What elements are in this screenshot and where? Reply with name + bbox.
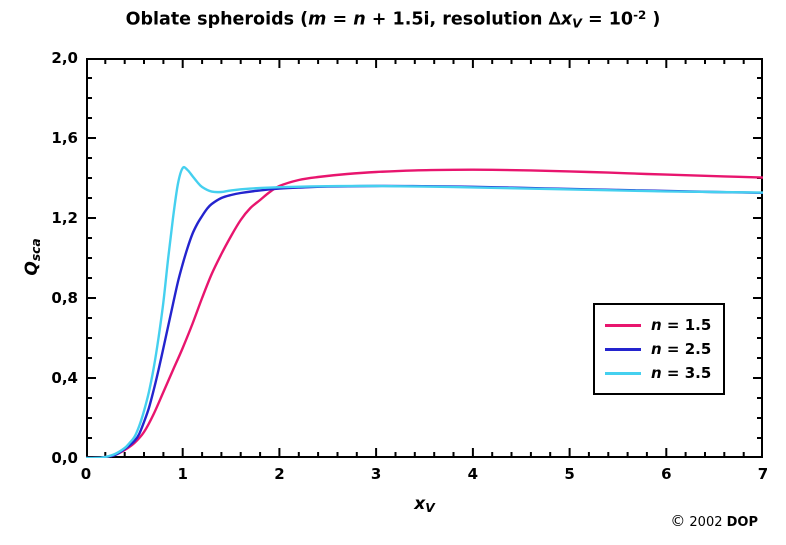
text-segment: x bbox=[414, 494, 426, 514]
y-tick-label: 0,4 bbox=[51, 369, 78, 387]
series-line-1 bbox=[86, 168, 763, 458]
legend: n = 1.5 n = 2.5 n = 3.5 bbox=[593, 303, 726, 395]
text-segment: + 1.5i, resolution ∆ bbox=[365, 9, 561, 30]
chart-title: Oblate spheroids (m = n + 1.5i, resoluti… bbox=[0, 8, 786, 30]
text-segment: = 3.5 bbox=[661, 364, 712, 382]
legend-line-swatch bbox=[605, 347, 641, 351]
x-tick-label: 5 bbox=[564, 465, 575, 483]
text-segment: x bbox=[560, 9, 573, 30]
text-segment: n bbox=[353, 9, 366, 30]
y-tick-label: 2,0 bbox=[51, 49, 78, 67]
text-segment: ) bbox=[646, 9, 661, 30]
text-segment: = 10 bbox=[581, 9, 634, 30]
text-segment: = bbox=[326, 9, 354, 30]
plot-frame bbox=[86, 58, 763, 458]
legend-line-swatch bbox=[605, 371, 641, 375]
legend-label: n = 2.5 bbox=[651, 340, 711, 358]
text-segment: sca bbox=[29, 238, 44, 262]
legend-item: n = 3.5 bbox=[605, 361, 711, 385]
text-segment: n bbox=[651, 364, 662, 382]
y-tick-label: 1,6 bbox=[51, 129, 78, 147]
text-segment: = 2.5 bbox=[661, 340, 712, 358]
legend-line-swatch bbox=[605, 323, 641, 327]
copyright: © 2002 DOP bbox=[670, 512, 758, 530]
legend-item: n = 1.5 bbox=[605, 313, 711, 337]
series-line-3 bbox=[86, 165, 763, 458]
x-axis-label: xV bbox=[86, 494, 763, 515]
x-tick-label: 7 bbox=[757, 465, 769, 483]
legend-item: n = 2.5 bbox=[605, 337, 711, 361]
text-segment: © bbox=[670, 512, 686, 530]
x-tick-label: 4 bbox=[467, 465, 479, 483]
x-tick-label: 3 bbox=[370, 465, 382, 483]
y-tick-label: 0,0 bbox=[51, 449, 78, 467]
text-segment: -2 bbox=[633, 8, 647, 22]
x-tick-label: 1 bbox=[177, 465, 188, 483]
text-segment: m bbox=[308, 9, 327, 30]
text-segment: n bbox=[651, 316, 662, 334]
text-segment: = 1.5 bbox=[661, 316, 712, 334]
legend-label: n = 1.5 bbox=[651, 316, 711, 334]
text-segment: V bbox=[572, 15, 582, 31]
text-segment: DOP bbox=[726, 515, 758, 530]
x-tick-label: 2 bbox=[274, 465, 285, 483]
plot-svg bbox=[86, 58, 763, 458]
text-segment: V bbox=[425, 501, 435, 516]
legend-label: n = 3.5 bbox=[651, 364, 711, 382]
y-tick-label: 0,8 bbox=[51, 289, 78, 307]
plot-area: n = 1.5 n = 2.5 n = 3.5 bbox=[86, 58, 763, 458]
text-segment: 2002 bbox=[685, 515, 727, 530]
x-tick-label: 0 bbox=[80, 465, 92, 483]
y-tick-label: 1,2 bbox=[51, 209, 78, 227]
x-tick-label: 6 bbox=[661, 465, 672, 483]
text-segment: n bbox=[651, 340, 662, 358]
text-segment: Q bbox=[22, 261, 42, 276]
text-segment: Oblate spheroids ( bbox=[125, 9, 309, 30]
